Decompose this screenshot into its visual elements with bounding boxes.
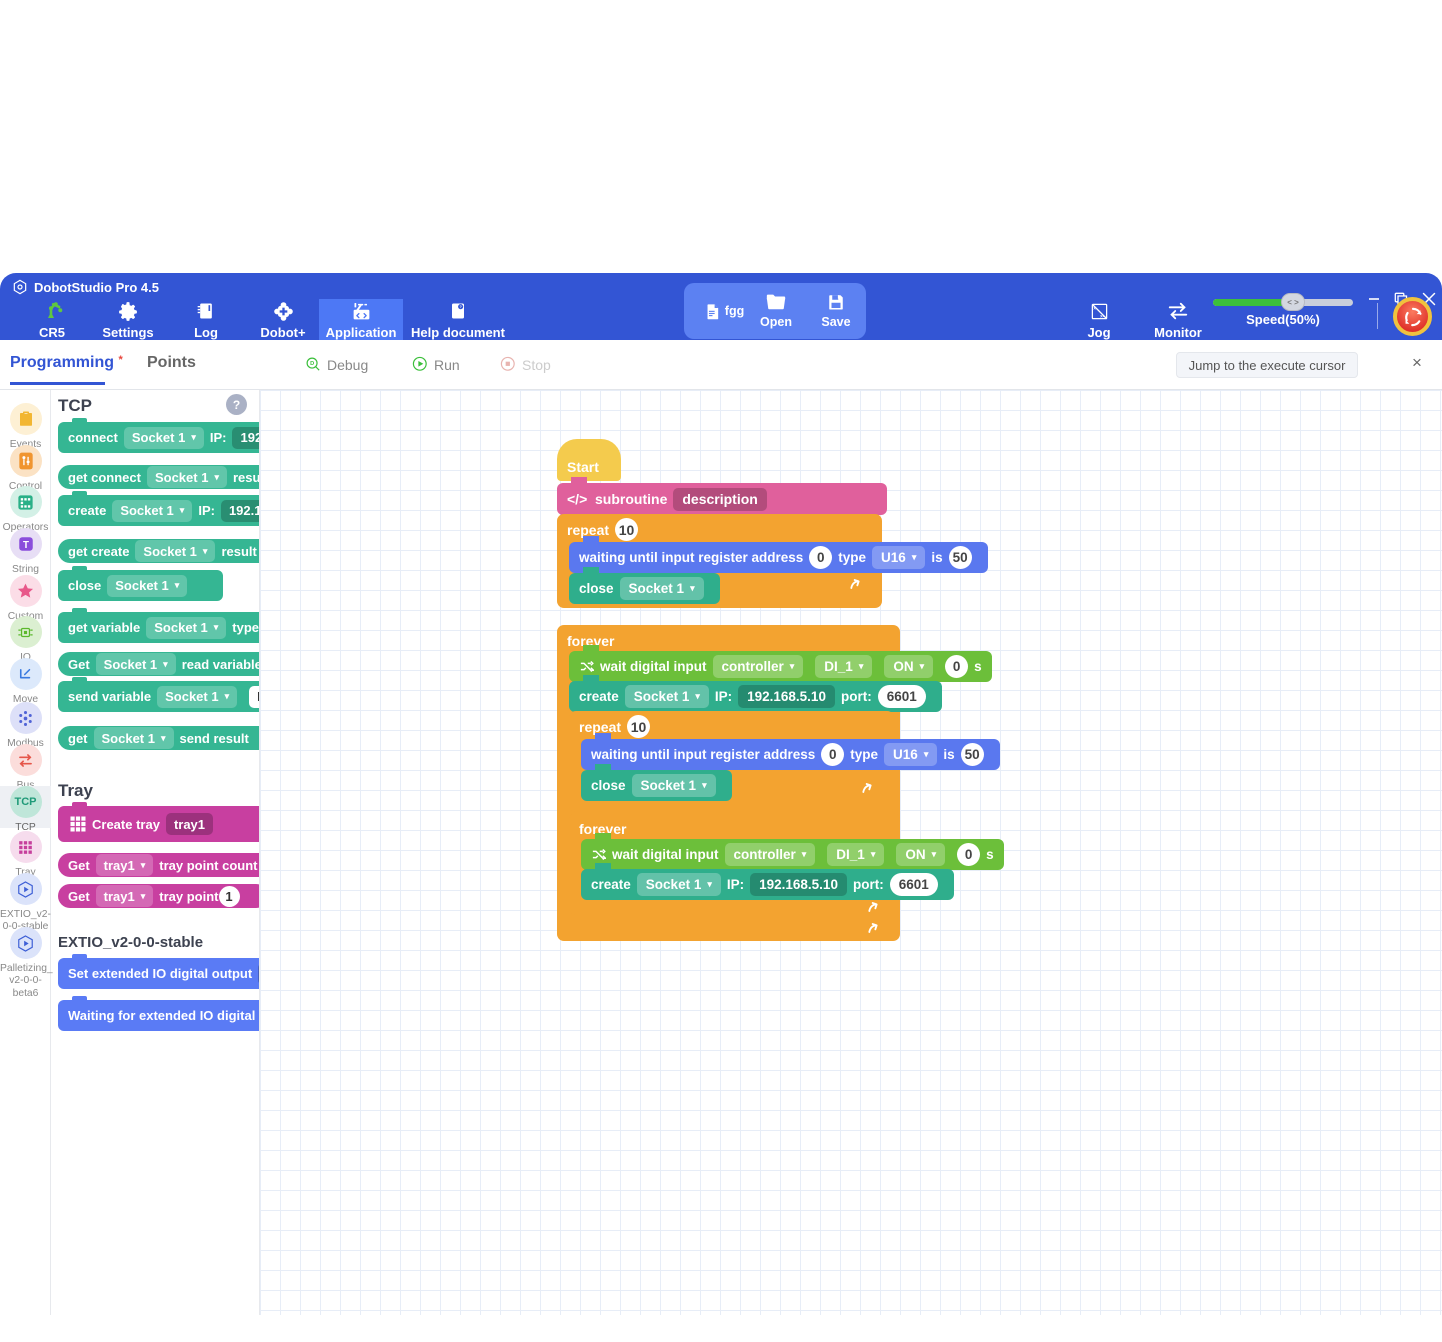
svg-text:D: D (310, 361, 314, 367)
svg-text:X+: X+ (1100, 314, 1105, 318)
svg-text:T: T (23, 540, 29, 551)
